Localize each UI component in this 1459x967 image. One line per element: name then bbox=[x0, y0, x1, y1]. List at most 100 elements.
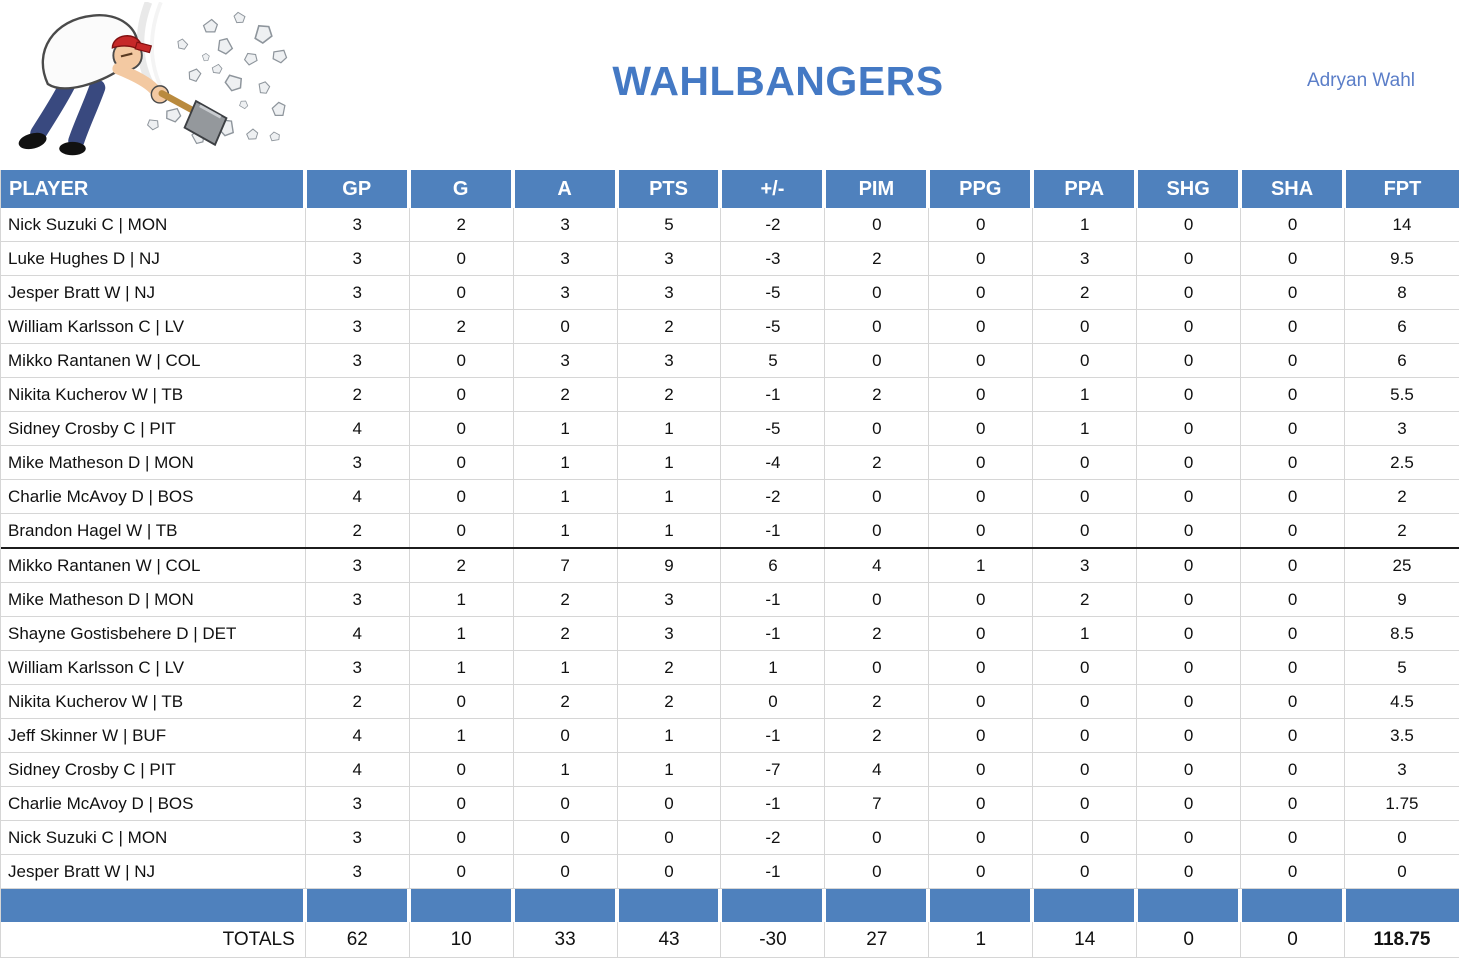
stat-cell[interactable]: 1 bbox=[1032, 378, 1136, 411]
stat-cell[interactable]: 0 bbox=[1136, 685, 1240, 718]
stat-cell[interactable]: 2 bbox=[512, 583, 617, 616]
stat-cell[interactable]: 0 bbox=[928, 242, 1032, 275]
stat-cell[interactable]: 2 bbox=[616, 651, 721, 684]
stat-cell[interactable]: 9 bbox=[616, 549, 721, 582]
stat-cell[interactable]: 0 bbox=[1136, 855, 1240, 888]
stat-cell[interactable]: 2 bbox=[304, 685, 409, 718]
stat-cell[interactable]: 0 bbox=[616, 821, 721, 854]
stat-cell[interactable]: 0 bbox=[1240, 446, 1344, 479]
stat-cell[interactable]: 3.5 bbox=[1344, 719, 1459, 752]
stat-cell[interactable]: 8 bbox=[1344, 276, 1459, 309]
stat-cell[interactable]: 2 bbox=[1344, 514, 1459, 547]
stat-cell[interactable]: -1 bbox=[720, 378, 824, 411]
stat-cell[interactable]: 0 bbox=[1032, 821, 1136, 854]
stat-cell[interactable]: 1 bbox=[512, 412, 617, 445]
stat-cell[interactable]: 0 bbox=[1240, 787, 1344, 820]
stat-cell[interactable]: 5 bbox=[616, 208, 721, 241]
stat-cell[interactable]: 0 bbox=[512, 787, 617, 820]
stat-cell[interactable]: 2 bbox=[616, 685, 721, 718]
stat-cell[interactable]: 3 bbox=[616, 617, 721, 650]
stat-cell[interactable]: 0 bbox=[1136, 378, 1240, 411]
stat-cell[interactable]: 0 bbox=[616, 855, 721, 888]
stat-cell[interactable]: 3 bbox=[512, 276, 617, 309]
stat-cell[interactable]: 2 bbox=[616, 310, 721, 343]
column-header-ppa[interactable]: PPA bbox=[1034, 170, 1135, 208]
stat-cell[interactable]: 0 bbox=[824, 583, 928, 616]
stat-cell[interactable]: 0 bbox=[928, 276, 1032, 309]
stat-cell[interactable]: 0 bbox=[928, 378, 1032, 411]
stat-cell[interactable]: 0 bbox=[1032, 446, 1136, 479]
player-cell[interactable]: Nikita Kucherov W | TB bbox=[8, 384, 184, 404]
stat-cell[interactable]: 0 bbox=[824, 821, 928, 854]
stat-cell[interactable]: 0 bbox=[928, 344, 1032, 377]
stat-cell[interactable]: 3 bbox=[304, 855, 409, 888]
stat-cell[interactable]: 1 bbox=[408, 617, 513, 650]
player-cell[interactable]: Charlie McAvoy D | BOS bbox=[8, 486, 194, 506]
stat-cell[interactable]: 0 bbox=[1136, 787, 1240, 820]
stat-cell[interactable]: 0 bbox=[720, 685, 824, 718]
stat-cell[interactable]: 0 bbox=[1136, 617, 1240, 650]
column-header-pim[interactable]: PIM bbox=[826, 170, 927, 208]
stat-cell[interactable]: 0 bbox=[824, 344, 928, 377]
stat-cell[interactable]: 0 bbox=[512, 855, 617, 888]
stat-cell[interactable]: 0 bbox=[1136, 719, 1240, 752]
totals-value-cell[interactable]: 118.75 bbox=[1344, 922, 1459, 957]
stat-cell[interactable]: 2 bbox=[304, 378, 409, 411]
column-header-a[interactable]: A bbox=[514, 170, 615, 208]
player-cell[interactable]: Nikita Kucherov W | TB bbox=[8, 691, 184, 711]
stat-cell[interactable]: 2 bbox=[824, 685, 928, 718]
separator-cell[interactable] bbox=[1034, 889, 1135, 922]
stat-cell[interactable]: 7 bbox=[824, 787, 928, 820]
stat-cell[interactable]: 0 bbox=[928, 208, 1032, 241]
stat-cell[interactable]: 0 bbox=[616, 787, 721, 820]
stat-cell[interactable]: 2 bbox=[304, 514, 409, 547]
stat-cell[interactable]: 1 bbox=[616, 480, 721, 513]
stat-cell[interactable]: 4 bbox=[304, 753, 409, 786]
totals-value-cell[interactable]: 14 bbox=[1032, 922, 1136, 957]
stat-cell[interactable]: 1 bbox=[616, 753, 721, 786]
separator-cell[interactable] bbox=[1346, 889, 1459, 922]
stat-cell[interactable]: 3 bbox=[512, 344, 617, 377]
stat-cell[interactable]: 0 bbox=[1136, 753, 1240, 786]
stat-cell[interactable]: -1 bbox=[720, 583, 824, 616]
totals-value-cell[interactable]: 33 bbox=[512, 922, 617, 957]
stat-cell[interactable]: 6 bbox=[720, 549, 824, 582]
stat-cell[interactable]: 0 bbox=[1240, 583, 1344, 616]
stat-cell[interactable]: 0 bbox=[1032, 514, 1136, 547]
player-cell[interactable]: William Karlsson C | LV bbox=[8, 657, 185, 677]
stat-cell[interactable]: 1 bbox=[928, 549, 1032, 582]
stat-cell[interactable]: 1 bbox=[1032, 617, 1136, 650]
stat-cell[interactable]: 1 bbox=[616, 446, 721, 479]
stat-cell[interactable]: 2.5 bbox=[1344, 446, 1459, 479]
totals-value-cell[interactable]: 0 bbox=[1240, 922, 1344, 957]
stat-cell[interactable]: 2 bbox=[1032, 583, 1136, 616]
stat-cell[interactable]: 25 bbox=[1344, 549, 1459, 582]
stat-cell[interactable]: 0 bbox=[1136, 344, 1240, 377]
stat-cell[interactable]: 3 bbox=[512, 208, 617, 241]
stat-cell[interactable]: 0 bbox=[1240, 753, 1344, 786]
totals-value-cell[interactable]: 62 bbox=[304, 922, 409, 957]
totals-label-cell[interactable]: TOTALS bbox=[222, 928, 295, 950]
stat-cell[interactable]: 1 bbox=[408, 651, 513, 684]
stat-cell[interactable]: 0 bbox=[1032, 344, 1136, 377]
stat-cell[interactable]: 0 bbox=[1136, 480, 1240, 513]
stat-cell[interactable]: 0 bbox=[1240, 514, 1344, 547]
stat-cell[interactable]: 1 bbox=[1032, 208, 1136, 241]
stat-cell[interactable]: 1 bbox=[512, 753, 617, 786]
stat-cell[interactable]: 0 bbox=[512, 310, 617, 343]
stat-cell[interactable]: 0 bbox=[824, 276, 928, 309]
column-header-ppg[interactable]: PPG bbox=[930, 170, 1031, 208]
stat-cell[interactable]: 0 bbox=[928, 480, 1032, 513]
stat-cell[interactable]: 0 bbox=[1136, 583, 1240, 616]
totals-value-cell[interactable]: 27 bbox=[824, 922, 928, 957]
stat-cell[interactable]: 4 bbox=[304, 480, 409, 513]
stat-cell[interactable]: 5 bbox=[720, 344, 824, 377]
stat-cell[interactable]: 0 bbox=[512, 821, 617, 854]
stat-cell[interactable]: 0 bbox=[1240, 855, 1344, 888]
stat-cell[interactable]: -5 bbox=[720, 412, 824, 445]
stat-cell[interactable]: 1 bbox=[512, 480, 617, 513]
stat-cell[interactable]: 0 bbox=[928, 617, 1032, 650]
stat-cell[interactable]: 4 bbox=[304, 719, 409, 752]
stat-cell[interactable]: -5 bbox=[720, 276, 824, 309]
stat-cell[interactable]: 3 bbox=[304, 787, 409, 820]
